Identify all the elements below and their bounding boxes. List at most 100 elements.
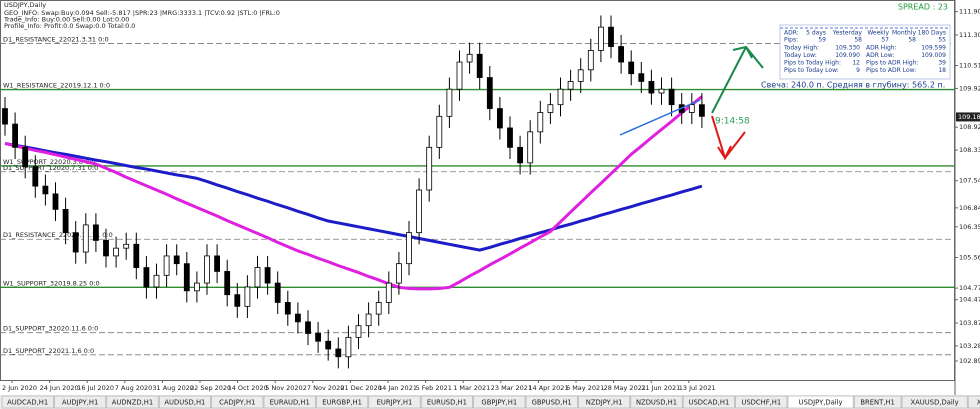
tab[interactable] (967, 395, 980, 409)
tab[interactable] (578, 395, 631, 409)
tab-label[interactable]: XAUUSD,Daily (911, 399, 959, 407)
tab[interactable] (525, 395, 578, 409)
candle-body (305, 321, 311, 334)
panel-cell: 5 days (806, 30, 826, 37)
x-tick-label: 21 Jun 2021 (641, 384, 680, 392)
y-tick-label: 104.770 (959, 284, 980, 292)
x-tick-label: 5 Nov 2020 (265, 384, 303, 392)
x-tick-label: 28 May 2021 (604, 384, 646, 392)
tab-label[interactable]: NZDJPY,H1 (586, 399, 623, 407)
tab[interactable] (211, 395, 264, 409)
up-arrow-tail (745, 46, 764, 69)
candle-body (598, 26, 604, 51)
x-tick-label: 22 Sep 2020 (190, 384, 231, 392)
tab[interactable] (316, 395, 369, 409)
candle-body (143, 267, 150, 288)
candle-body (385, 282, 392, 303)
tab[interactable] (853, 395, 902, 409)
tab-label[interactable]: EURUSD,H1 (427, 399, 467, 407)
down-arrow-head (717, 145, 732, 161)
x-tick-label: 31 Aug 2020 (152, 384, 194, 392)
tab-label[interactable]: BRENT,H1 (860, 399, 895, 407)
candle-body (567, 81, 574, 90)
candle-body (204, 255, 210, 284)
candle-body (22, 146, 29, 168)
candle-body (153, 274, 160, 288)
candle-body (355, 325, 362, 338)
candle-body (224, 271, 231, 296)
tab[interactable] (1, 395, 54, 409)
candle-body (244, 286, 251, 307)
level-label: W1_SUPPORT_22020.3.8 0:0 (3, 158, 96, 166)
candle-body (406, 232, 412, 265)
tab[interactable] (106, 395, 159, 409)
level-label: D1_SUPPORT_12020.7.31 0:0 (3, 164, 98, 172)
candle-body (527, 131, 534, 164)
candle-body (294, 313, 301, 323)
tab[interactable] (682, 395, 735, 409)
chart-title: USDJPY,Daily (4, 1, 46, 9)
tab-label[interactable]: EURAUD,H1 (270, 399, 310, 407)
tab[interactable] (630, 395, 683, 409)
tab-label[interactable]: GBPUSD,H1 (532, 399, 572, 407)
tab-label[interactable]: AUDCAD,H1 (7, 399, 48, 407)
candle-body (446, 88, 453, 117)
candle-body (103, 240, 109, 257)
candle-body (72, 232, 79, 253)
y-tick-label: 105.560 (959, 253, 980, 261)
y-tick-label: 102.890 (959, 357, 980, 365)
tab[interactable] (901, 395, 968, 409)
x-tick-label: 14 Jan 2021 (378, 384, 417, 392)
y-tick-label: 109.920 (959, 84, 980, 92)
candle-body (284, 302, 291, 315)
candle-body (416, 189, 423, 234)
panel-cell: 55 (938, 37, 946, 44)
candle-body (193, 282, 200, 292)
tab-label[interactable]: EURGBP,H1 (322, 399, 362, 407)
info-line: Trade_Info: Buy:0.00 Sell:0.00 Lot:0.00 (3, 16, 129, 24)
tabs: AUDCAD,H1 AUDJPY,H1 AUDNZD,H1 AUDUSD,H1 CADJ… (1, 395, 980, 409)
tab[interactable] (158, 395, 211, 409)
candle-body (557, 88, 564, 106)
x-tick-label: 2 Jun 2020 (2, 384, 37, 392)
moving-average (4, 141, 703, 252)
candle-body (476, 53, 483, 78)
x-tick-label: 24 Jun 2020 (40, 384, 79, 392)
tab[interactable] (420, 395, 473, 409)
candle-body (325, 340, 332, 350)
tab[interactable] (787, 395, 854, 409)
tab-label[interactable]: USDCAD,H1 (689, 399, 730, 407)
tab[interactable] (54, 395, 107, 409)
info-panel-text: ADR: 5 days Yesterday Weekly Monthly 180 Days… (783, 30, 946, 75)
panel-cell: Today High: (783, 45, 819, 52)
tab-label[interactable]: GBPJPY,H1 (481, 399, 517, 407)
panel-cell: Pips to ADR Low: (866, 67, 916, 74)
y-tick-label: 110.510 (959, 62, 980, 70)
tab-label[interactable]: AUDUSD,H1 (164, 399, 205, 407)
tab-label[interactable]: NZDUSD,H1 (636, 399, 677, 407)
x-tick-label: 6 May 2021 (566, 384, 604, 392)
panel-cell: Today Low: (783, 52, 817, 59)
candle-body (93, 224, 99, 241)
tab-label[interactable]: EURJPY,H1 (377, 399, 413, 407)
tab-label[interactable]: USDJPY,Daily (799, 399, 843, 407)
candle-body (658, 88, 665, 94)
candle-body (608, 26, 614, 47)
tab-label[interactable]: AUDNZD,H1 (112, 399, 153, 407)
candle-note: Свеча: 240.0 п. Средняя в глубину: 565.2… (761, 81, 945, 90)
tab[interactable] (735, 395, 788, 409)
tab-label[interactable]: CADJPY,H1 (219, 399, 255, 407)
x-tick-label: 14 Oct 2020 (228, 384, 268, 392)
x-tick-label: 16 Jul 2020 (77, 384, 114, 392)
tab[interactable] (368, 395, 421, 409)
candle-body (12, 123, 19, 148)
tab-label[interactable]: AUDJPY,H1 (62, 399, 99, 407)
panel-cell: 109.599 (921, 45, 946, 52)
candle-body (123, 243, 130, 249)
candle-body (335, 348, 342, 358)
tab[interactable] (473, 395, 526, 409)
tab-label[interactable]: USDCHF,H1 (741, 399, 781, 407)
tab[interactable] (263, 395, 316, 409)
level-label: D1_RESISTANCE_22020.11.11 0:0 (3, 231, 113, 239)
tab-label[interactable]: XAURUB,Daily (977, 399, 980, 407)
